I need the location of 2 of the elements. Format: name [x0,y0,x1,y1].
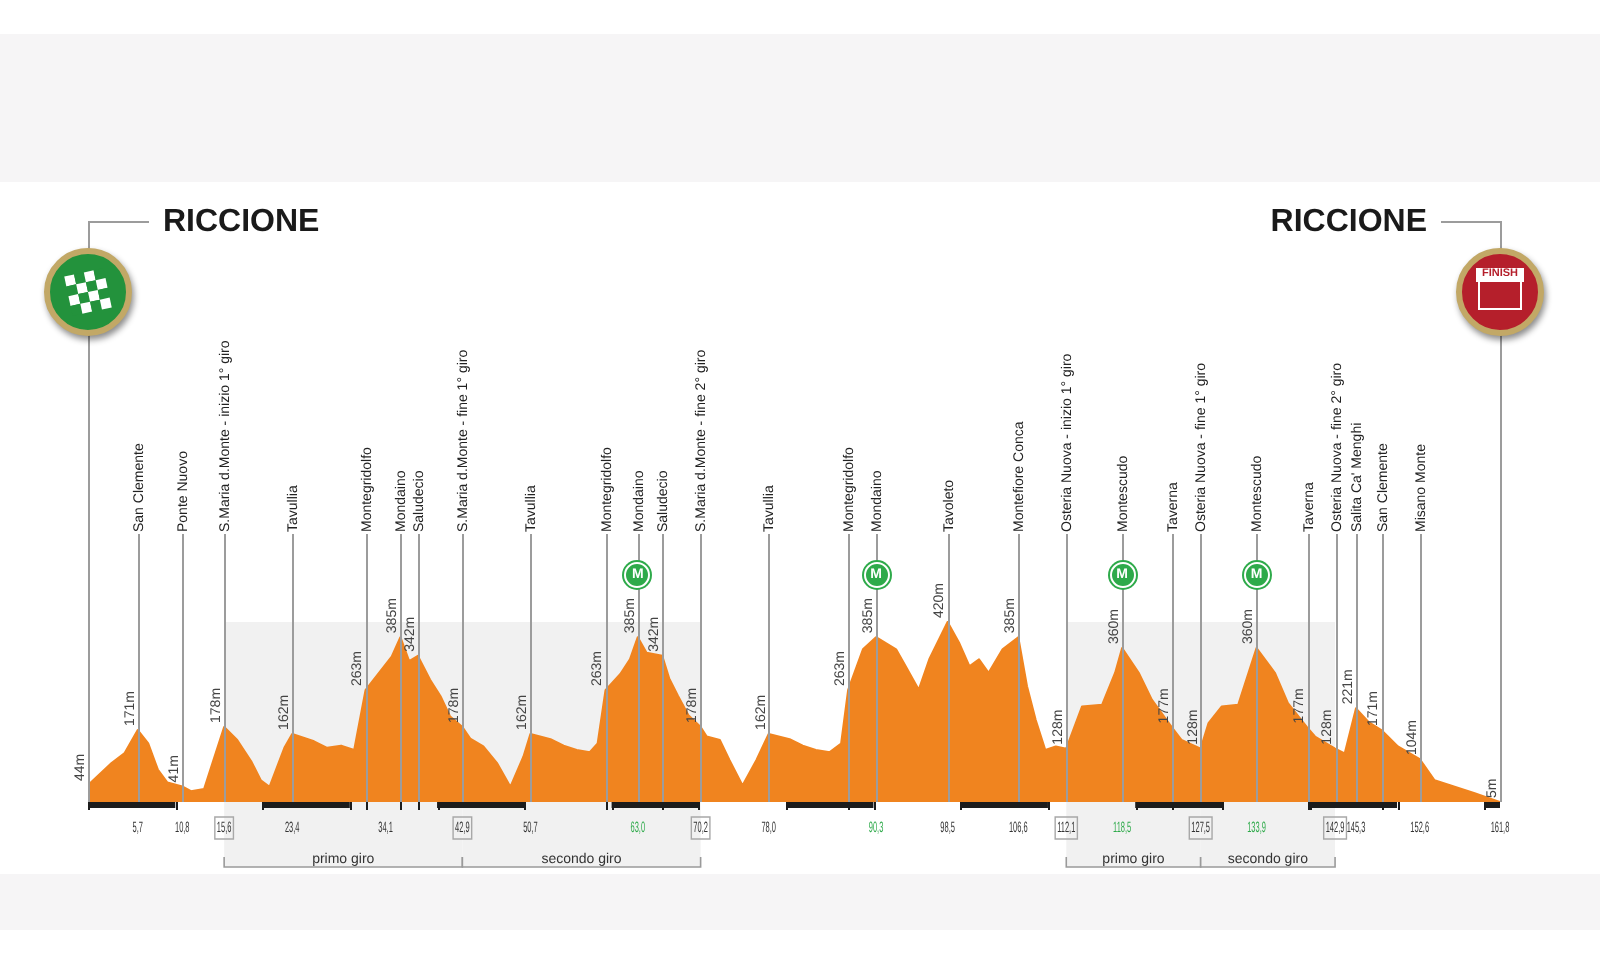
text: RICCIONE [1270,204,1428,239]
text: RICCIONE [163,204,321,239]
